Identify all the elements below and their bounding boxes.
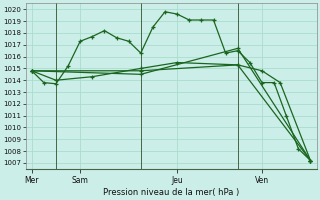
X-axis label: Pression niveau de la mer( hPa ): Pression niveau de la mer( hPa )	[103, 188, 239, 197]
